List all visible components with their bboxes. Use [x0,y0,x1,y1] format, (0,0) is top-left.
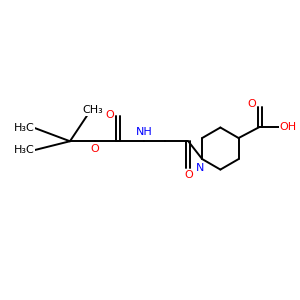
Text: NH: NH [136,128,152,137]
Text: O: O [106,110,114,120]
Text: CH₃: CH₃ [82,105,103,115]
Text: O: O [247,99,256,109]
Text: H₃C: H₃C [14,145,34,155]
Text: N: N [196,164,204,173]
Text: H₃C: H₃C [14,123,34,133]
Text: O: O [90,144,99,154]
Text: OH: OH [279,122,296,132]
Text: O: O [184,170,193,180]
